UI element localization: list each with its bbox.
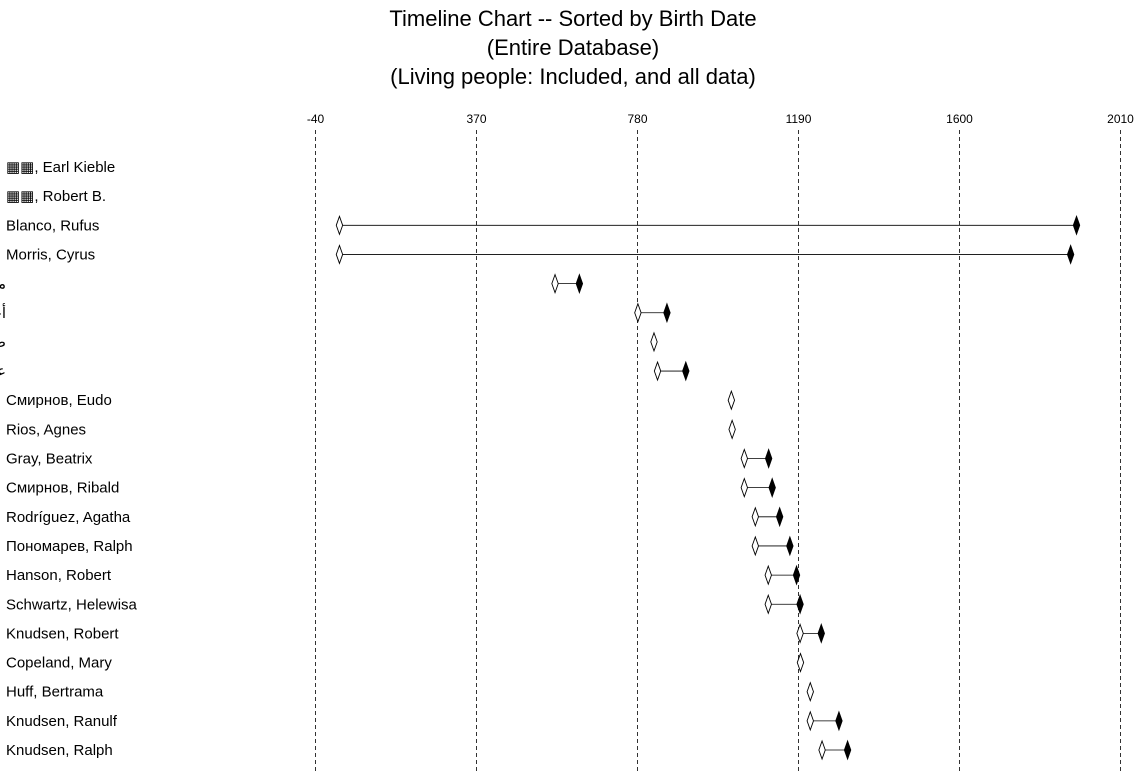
timeline-row: Gray, Beatrix — [6, 448, 773, 469]
x-tick-label: 1600 — [946, 112, 973, 126]
timeline-row: صالح , — [0, 331, 658, 353]
timeline-row: Morris, Cyrus — [6, 244, 1075, 265]
chart-title-line-1: Timeline Chart -- Sorted by Birth Date — [389, 6, 757, 31]
person-name: Hanson, Robert — [6, 567, 112, 584]
death-marker — [1072, 214, 1081, 236]
birth-marker — [764, 564, 772, 586]
timeline-row: Huff, Bertrama — [6, 681, 814, 703]
x-tick-label: 370 — [466, 112, 486, 126]
birth-marker — [551, 273, 559, 294]
birth-marker — [728, 419, 736, 440]
person-name: Gray, Beatrix — [6, 451, 93, 468]
death-marker — [764, 448, 773, 469]
death-marker — [786, 535, 794, 557]
person-name: ▦▦, Robert B. — [6, 188, 106, 205]
birth-marker — [818, 739, 826, 761]
x-tick-label: -40 — [307, 112, 325, 126]
person-name: Пономарев, Ralph — [6, 538, 133, 555]
timeline-row: Copeland, Mary — [6, 652, 805, 673]
grid-lines — [315, 130, 1121, 771]
timeline-row: Hanson, Robert — [6, 564, 801, 586]
birth-marker — [740, 448, 748, 469]
death-marker — [843, 739, 852, 761]
timeline-rows: ▦▦, Earl Kieble ▦▦, Robert B. Blanco, Rufu… — [0, 159, 1081, 761]
person-name: Knudsen, Robert — [6, 625, 119, 642]
death-marker — [682, 360, 690, 382]
death-marker — [775, 506, 784, 528]
birth-marker — [653, 360, 662, 382]
x-tick-label: 1190 — [786, 112, 812, 126]
death-marker — [663, 302, 671, 324]
chart-title: Timeline Chart -- Sorted by Birth Date (… — [0, 4, 1146, 91]
timeline-row: Knudsen, Robert — [6, 623, 825, 644]
person-name: أحمد , — [0, 303, 6, 322]
death-marker — [575, 273, 584, 294]
birth-marker — [650, 331, 658, 353]
timeline-row: ▦▦, Earl Kieble — [6, 159, 115, 176]
birth-marker — [751, 535, 759, 557]
birth-marker — [751, 506, 759, 528]
x-tick-label: 780 — [627, 112, 647, 126]
person-name: Knudsen, Ralph — [6, 742, 113, 759]
timeline-row: Смирнов, Eudo — [6, 389, 736, 411]
x-tick-labels: -40 370 780 1190 1600 2010 — [307, 112, 1134, 126]
timeline-row: Knudsen, Ralph — [6, 739, 852, 761]
timeline-row: محمد , — [0, 273, 584, 294]
person-name: محمد , — [0, 276, 6, 293]
death-marker — [817, 623, 825, 644]
person-name: Смирнов, Eudo — [6, 392, 112, 409]
timeline-row: أحمد , — [0, 302, 671, 324]
person-name: Knudsen, Ranulf — [6, 713, 118, 730]
timeline-row: Knudsen, Ranulf — [6, 710, 843, 732]
death-marker — [768, 477, 776, 498]
person-name: Copeland, Mary — [6, 655, 112, 672]
birth-marker — [796, 652, 805, 673]
death-marker — [796, 593, 804, 615]
birth-marker — [335, 244, 344, 265]
birth-marker — [806, 681, 814, 703]
birth-marker — [335, 214, 344, 236]
death-marker — [835, 710, 843, 732]
person-name: ▦▦, Earl Kieble — [6, 159, 115, 176]
person-name: Blanco, Rufus — [6, 217, 99, 234]
birth-marker — [764, 593, 772, 615]
timeline-row: Rodríguez, Agatha — [6, 506, 784, 528]
timeline-row: ▦▦, Robert B. — [6, 188, 106, 205]
birth-marker — [740, 477, 748, 498]
timeline-row: Пономарев, Ralph — [6, 535, 794, 557]
timeline-row: Schwartz, Helewisa — [6, 593, 804, 615]
person-name: Rodríguez, Agatha — [6, 509, 131, 526]
timeline-row: عبد الله , — [0, 360, 690, 382]
death-marker — [792, 564, 801, 586]
birth-marker — [634, 302, 642, 324]
timeline-row: Смирнов, Ribald — [6, 477, 776, 498]
birth-marker — [806, 710, 814, 732]
person-name: عبد الله , — [0, 363, 6, 380]
birth-marker — [796, 623, 804, 644]
chart-title-line-2: (Entire Database) — [486, 35, 660, 60]
person-name: Смирнов, Ribald — [6, 480, 119, 497]
x-tick-label: 2010 — [1107, 112, 1134, 126]
death-marker — [1066, 244, 1075, 265]
person-name: Morris, Cyrus — [6, 246, 95, 263]
chart-title-line-3: (Living people: Included, and all data) — [390, 64, 756, 89]
person-name: صالح , — [0, 334, 6, 351]
person-name: Huff, Bertrama — [6, 684, 104, 701]
person-name: Schwartz, Helewisa — [6, 596, 138, 613]
timeline-row: Rios, Agnes — [6, 419, 736, 440]
person-name: Rios, Agnes — [6, 421, 86, 438]
timeline-row: Blanco, Rufus — [6, 214, 1081, 236]
birth-marker — [727, 389, 736, 411]
